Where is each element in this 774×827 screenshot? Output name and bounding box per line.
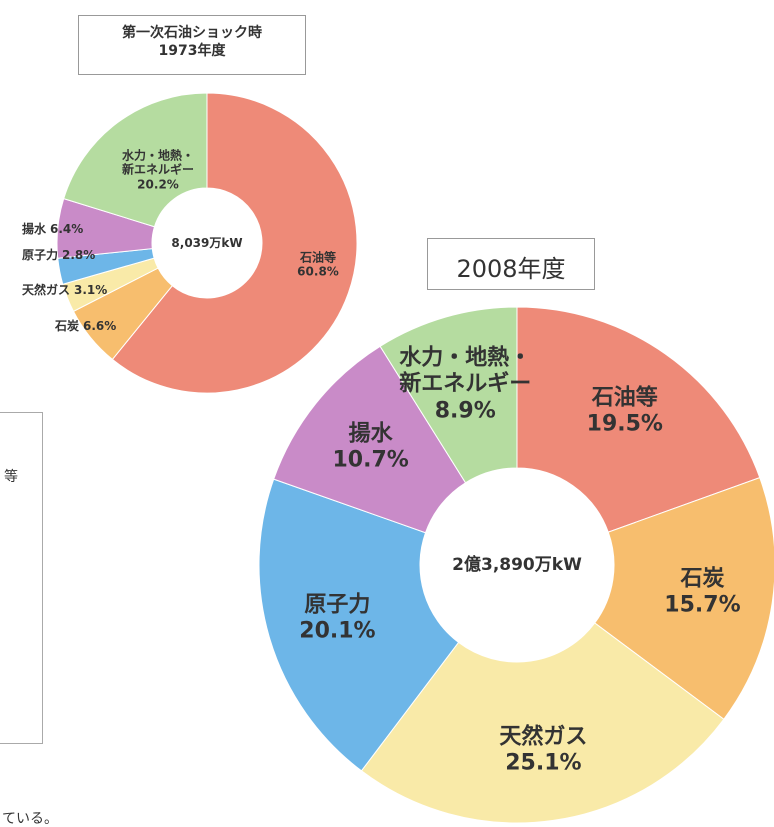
category-label: 揚水 (348, 421, 393, 447)
donut-hole (152, 188, 262, 298)
chart-title-box: 2008年度 (427, 238, 595, 290)
page-text: 等 (4, 469, 18, 485)
category-label: 原子力 (304, 592, 371, 618)
value-label: 25.1% (505, 750, 582, 776)
chart-subtitle: 1973年度 (158, 43, 226, 60)
category-label: 天然ガス (499, 724, 588, 750)
center-label: 8,039万kW (171, 235, 243, 250)
slice-label: 天然ガス 3.1% (22, 283, 107, 297)
chart-title: 2008年度 (456, 255, 566, 283)
slice-label: 原子力 2.8% (22, 248, 95, 262)
category-label: 原子力 (22, 247, 59, 262)
category-label: 水力・地熱・ 新エネルギー (399, 345, 532, 397)
value-label: 20.1% (299, 619, 376, 644)
slice-label: 揚水 10.7% (332, 421, 408, 474)
value-label: 6.4% (50, 221, 84, 236)
value-label: 60.8% (297, 265, 339, 279)
center-label: 2億3,890万kW (452, 554, 582, 575)
slice-label: 揚水 6.4% (22, 222, 83, 236)
value-label: 19.5% (586, 411, 663, 437)
category-label: 天然ガス (22, 282, 71, 297)
slice-label: 原子力 20.1% (299, 593, 375, 646)
category-label: 揚水 (22, 221, 47, 236)
donut-hole (420, 468, 614, 662)
value-label: 6.6% (83, 318, 117, 333)
category-label: 石油等 (299, 250, 337, 265)
donut-slice (379, 306, 518, 484)
value-label: 20.2% (137, 177, 179, 192)
value-label: 8.9% (434, 397, 496, 423)
value-label: 3.1% (74, 282, 108, 297)
category-label: 水力・地熱・ 新エネルギー (121, 148, 195, 177)
category-label: 石炭 (680, 566, 725, 592)
page-text: ている。 (2, 811, 58, 827)
slice-label: 石炭 15.7% (664, 566, 740, 619)
value-label: 15.7% (664, 592, 741, 618)
side-box (0, 412, 43, 744)
category-label: 石油等 (591, 385, 658, 411)
category-label: 石炭 (55, 318, 80, 333)
chart-title: 第一次石油ショック時 (122, 25, 262, 41)
value-label: 2.8% (62, 247, 96, 262)
chart-title-box: 第一次石油ショック時 1973年度 (78, 15, 306, 75)
slice-label: 石油等 19.5% (587, 385, 663, 438)
slice-label: 天然ガス 25.1% (499, 724, 587, 777)
slice-label: 水力・地熱・ 新エネルギー 8.9% (399, 345, 531, 424)
slice-label: 石油等 60.8% (297, 251, 339, 280)
slice-label: 水力・地熱・ 新エネルギー 20.2% (122, 148, 194, 191)
slice-label: 石炭 6.6% (55, 319, 116, 333)
value-label: 10.7% (332, 447, 409, 473)
